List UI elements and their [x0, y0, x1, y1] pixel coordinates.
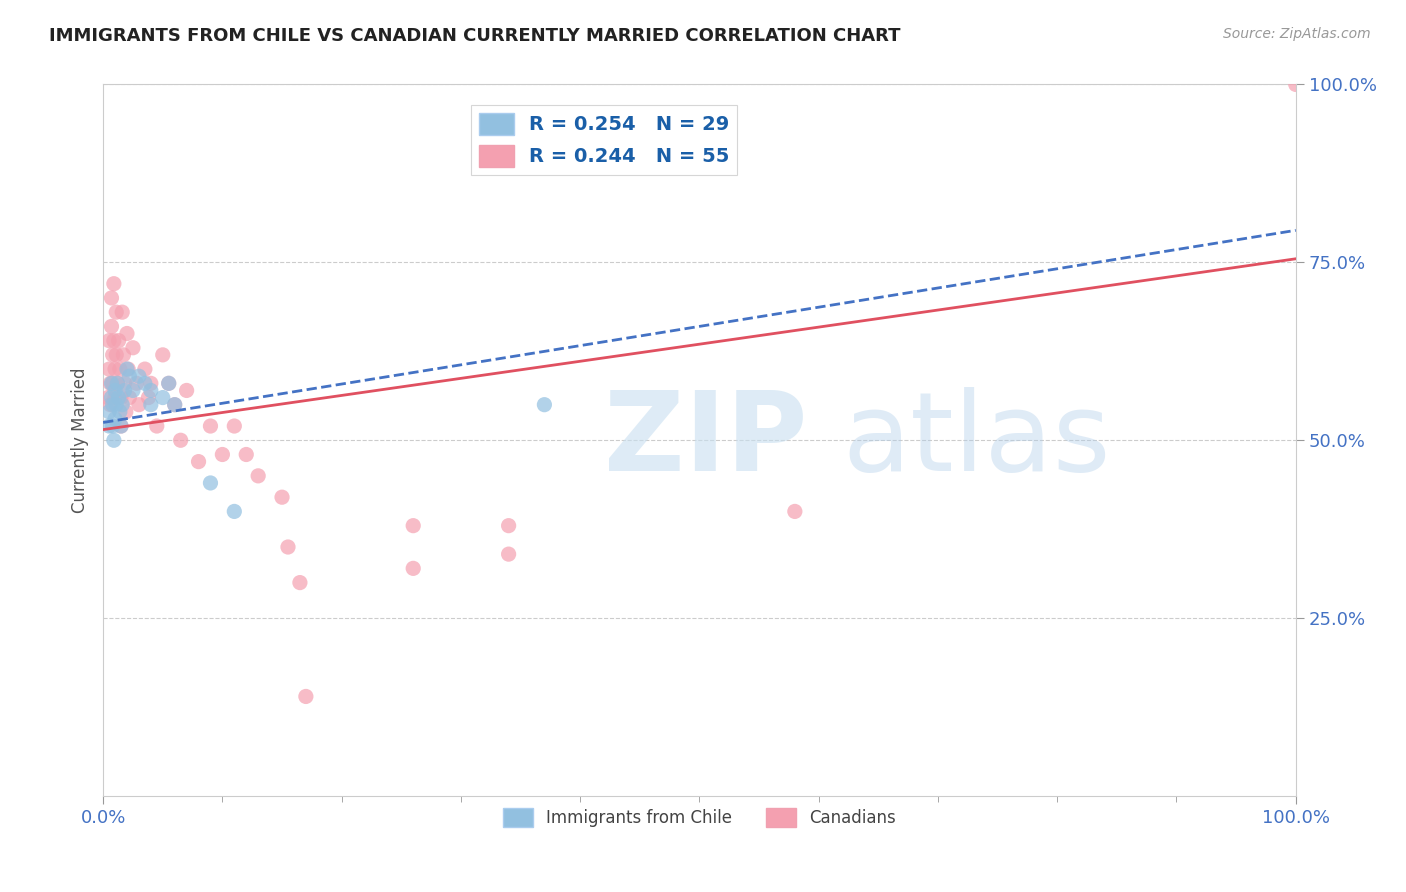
Point [125, 376, 148, 391]
Point [498, 518, 520, 533]
Point [103, 277, 125, 291]
Point [98, 334, 121, 348]
Point [110, 391, 132, 405]
Point [108, 362, 131, 376]
Point [277, 540, 299, 554]
Point [200, 475, 222, 490]
Point [235, 448, 257, 462]
Point [128, 398, 150, 412]
Point [295, 690, 318, 704]
Point [122, 384, 145, 398]
Point [100, 319, 122, 334]
Point [533, 398, 555, 412]
Point [105, 348, 128, 362]
Point [176, 384, 198, 398]
Point [108, 405, 131, 419]
Point [100, 291, 122, 305]
Text: Source: ZipAtlas.com: Source: ZipAtlas.com [1223, 27, 1371, 41]
Point [169, 434, 191, 448]
Text: ZIP: ZIP [605, 387, 807, 494]
Point [163, 398, 186, 412]
Point [152, 391, 174, 405]
Point [122, 341, 145, 355]
Point [163, 398, 186, 412]
Point [187, 455, 209, 469]
Point [402, 518, 425, 533]
Point [98, 405, 121, 419]
Point [101, 376, 124, 391]
Point [117, 362, 139, 376]
Point [110, 419, 132, 434]
Point [224, 504, 246, 518]
Point [114, 405, 136, 419]
Text: atlas: atlas [842, 387, 1111, 494]
Point [101, 398, 124, 412]
Point [104, 362, 127, 376]
Point [104, 391, 127, 405]
Point [98, 362, 121, 376]
Point [402, 561, 425, 575]
Point [112, 348, 135, 362]
Point [138, 391, 160, 405]
Point [211, 448, 233, 462]
Point [101, 348, 124, 362]
Point [98, 376, 121, 391]
Point [103, 334, 125, 348]
Point [134, 362, 156, 376]
Point [134, 376, 156, 391]
Point [107, 334, 129, 348]
Point [115, 326, 138, 341]
Point [110, 419, 132, 434]
Y-axis label: Currently Married: Currently Married [72, 368, 89, 513]
Point [128, 369, 150, 384]
Point [139, 376, 162, 391]
Point [247, 468, 270, 483]
Point [114, 376, 136, 391]
Point [101, 419, 124, 434]
Point [152, 348, 174, 362]
Point [139, 398, 162, 412]
Point [118, 391, 141, 405]
Point [271, 490, 294, 504]
Point [783, 504, 806, 518]
Point [1285, 78, 1308, 92]
Point [114, 384, 136, 398]
Point [103, 434, 125, 448]
Point [288, 575, 311, 590]
Point [111, 398, 134, 412]
Point [107, 391, 129, 405]
Point [157, 376, 180, 391]
Point [498, 547, 520, 561]
Point [146, 419, 169, 434]
Point [104, 384, 127, 398]
Point [107, 376, 129, 391]
Text: IMMIGRANTS FROM CHILE VS CANADIAN CURRENTLY MARRIED CORRELATION CHART: IMMIGRANTS FROM CHILE VS CANADIAN CURREN… [49, 27, 901, 45]
Point [200, 419, 222, 434]
Point [104, 412, 127, 426]
Point [100, 376, 122, 391]
Point [100, 391, 122, 405]
Point [105, 305, 128, 319]
Point [111, 305, 134, 319]
Point [97, 391, 120, 405]
Point [107, 376, 129, 391]
Point [224, 419, 246, 434]
Point [118, 369, 141, 384]
Point [115, 362, 138, 376]
Point [139, 384, 162, 398]
Point [157, 376, 180, 391]
Point [98, 419, 121, 434]
Legend: Immigrants from Chile, Canadians: Immigrants from Chile, Canadians [496, 801, 903, 834]
Point [105, 398, 128, 412]
Point [98, 398, 121, 412]
